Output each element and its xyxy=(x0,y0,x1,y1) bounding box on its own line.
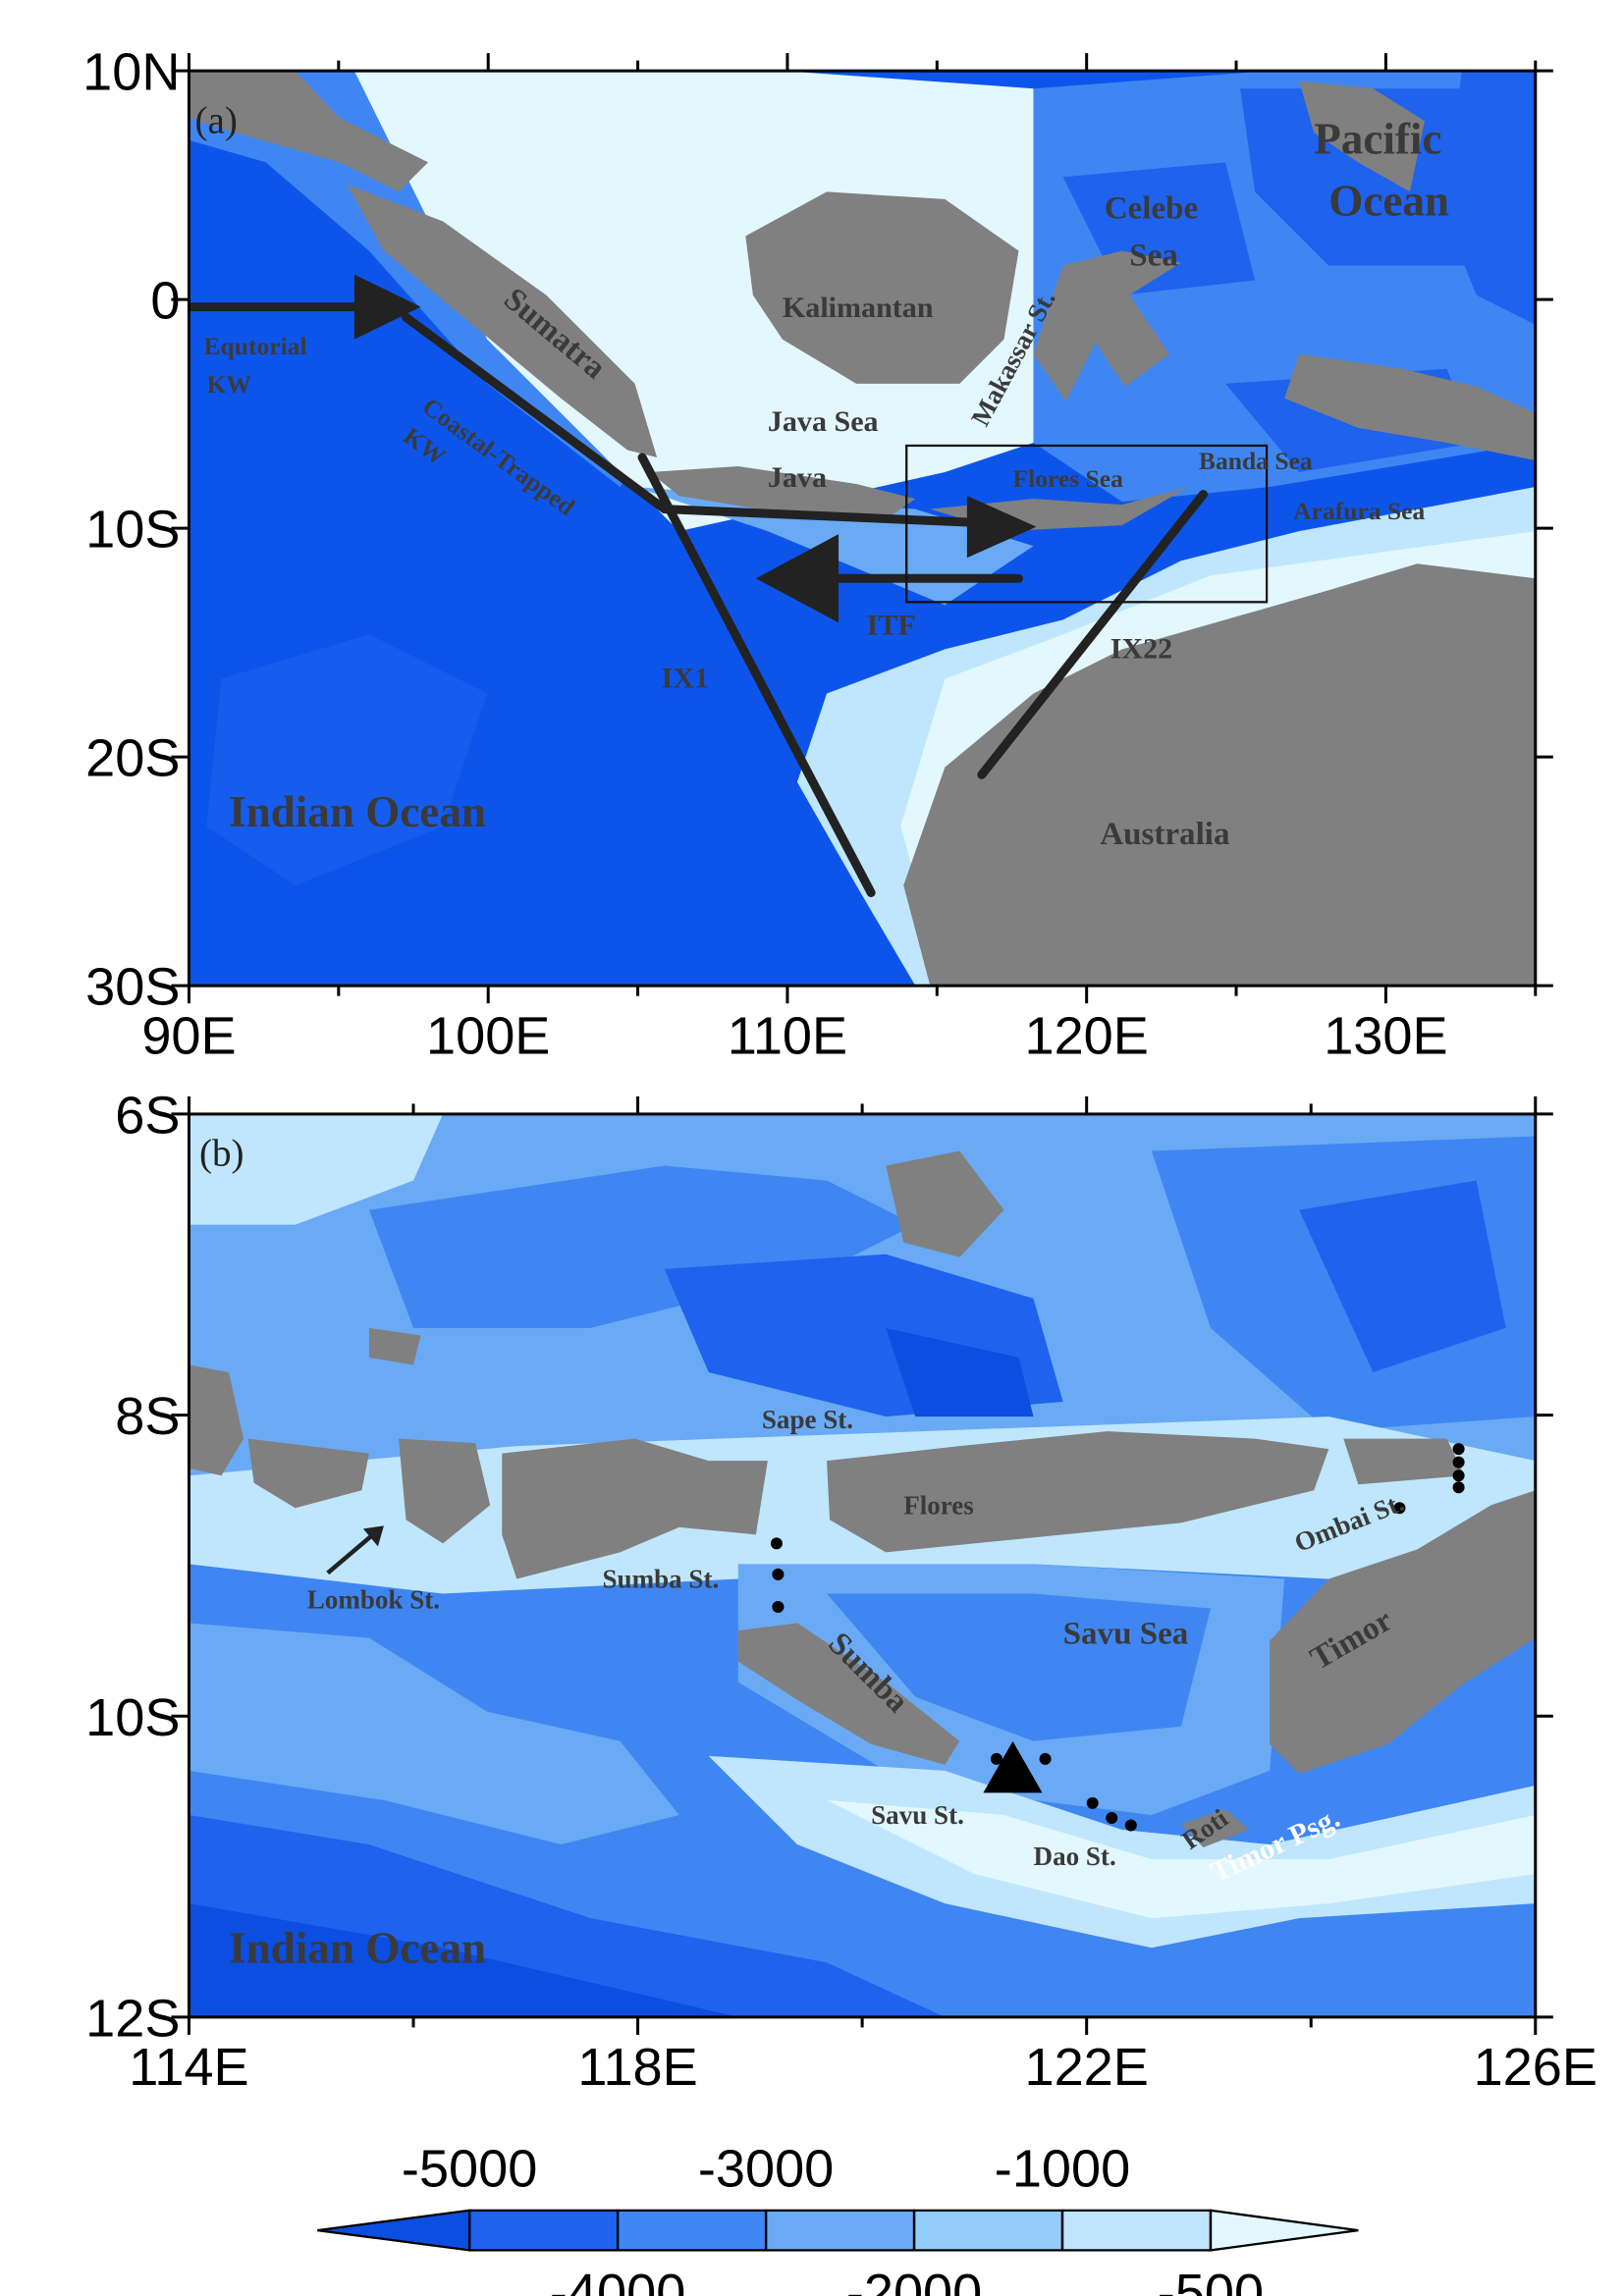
colorbar-bin xyxy=(616,2209,768,2252)
colorbar-bin xyxy=(912,2209,1064,2252)
colorbar-label: -500 xyxy=(1158,2264,1264,2296)
x-tick-label: 122E xyxy=(1024,2038,1148,2097)
place-name: Dao St. xyxy=(1034,1842,1116,1871)
place-name: Sea xyxy=(1129,239,1178,274)
place-name: Pacific xyxy=(1314,114,1441,163)
place-name: Lombok St. xyxy=(307,1585,440,1615)
panel-label: (a) xyxy=(194,99,237,141)
place-name: Celebe xyxy=(1105,190,1198,226)
place-name: Java xyxy=(768,460,827,494)
colorbar-bin xyxy=(468,2209,620,2252)
x-tick-label: 100E xyxy=(426,1006,550,1065)
place-name: Savu St. xyxy=(871,1800,964,1830)
colorbar-label: -3000 xyxy=(698,2140,834,2199)
panel-label: (b) xyxy=(199,1133,244,1175)
place-name: Kalimantan xyxy=(783,291,934,324)
place-name: Sumba St. xyxy=(602,1564,719,1593)
y-tick-label: 20S xyxy=(85,729,180,788)
y-tick-label: 0 xyxy=(150,272,180,331)
y-tick-label: 10N xyxy=(82,43,180,102)
place-name: Equtorial xyxy=(204,332,307,360)
stations xyxy=(770,1443,1465,1832)
place-name: Ocean xyxy=(1328,176,1449,225)
colorbar-bin xyxy=(1060,2209,1213,2252)
y-tick-label: 30S xyxy=(85,958,180,1017)
place-name: Java Sea xyxy=(768,404,879,438)
place-name: IX22 xyxy=(1110,631,1172,665)
colorbar-label: -5000 xyxy=(402,2140,537,2199)
place-name: Indian Ocean xyxy=(229,787,486,836)
place-name: Banda Sea xyxy=(1199,447,1313,475)
map-a xyxy=(189,71,1536,987)
place-name: IX1 xyxy=(662,662,709,695)
y-tick-label: 6S xyxy=(115,1086,180,1145)
colorbar-label: -1000 xyxy=(995,2140,1130,2199)
x-tick-label: 118E xyxy=(577,2038,697,2097)
x-tick-label: 120E xyxy=(1024,1006,1148,1065)
frame xyxy=(187,1112,1538,2019)
place-name: Savu Sea xyxy=(1063,1617,1189,1652)
place-name: Flores xyxy=(903,1490,974,1520)
x-tick-label: 126E xyxy=(1474,2038,1597,2097)
colorbar-end xyxy=(1209,2209,1359,2252)
colorbar-label: -2000 xyxy=(846,2264,982,2296)
place-name: Australia xyxy=(1100,817,1230,852)
y-tick-label: 10S xyxy=(85,1688,180,1747)
place-name: Sape St. xyxy=(762,1405,853,1434)
x-tick-label: 130E xyxy=(1324,1006,1447,1065)
map-b xyxy=(189,1113,1536,2017)
colorbar-end xyxy=(317,2209,471,2252)
place-name: Flores Sea xyxy=(1012,464,1123,493)
y-tick-label: 12S xyxy=(85,1989,180,2048)
place-name: Indian Ocean xyxy=(229,1923,486,1972)
place-name: ITF xyxy=(867,608,916,641)
x-tick-label: 110E xyxy=(728,1006,847,1065)
place-name: Arafura Sea xyxy=(1293,497,1425,525)
colorbar-label: -4000 xyxy=(550,2264,685,2296)
y-tick-label: 10S xyxy=(85,501,180,560)
place-name: KW xyxy=(207,370,252,399)
y-tick-label: 8S xyxy=(115,1387,180,1446)
x-tick-label: 114E xyxy=(129,2038,248,2097)
x-tick-label: 90E xyxy=(141,1006,236,1065)
colorbar-bin xyxy=(764,2209,916,2252)
